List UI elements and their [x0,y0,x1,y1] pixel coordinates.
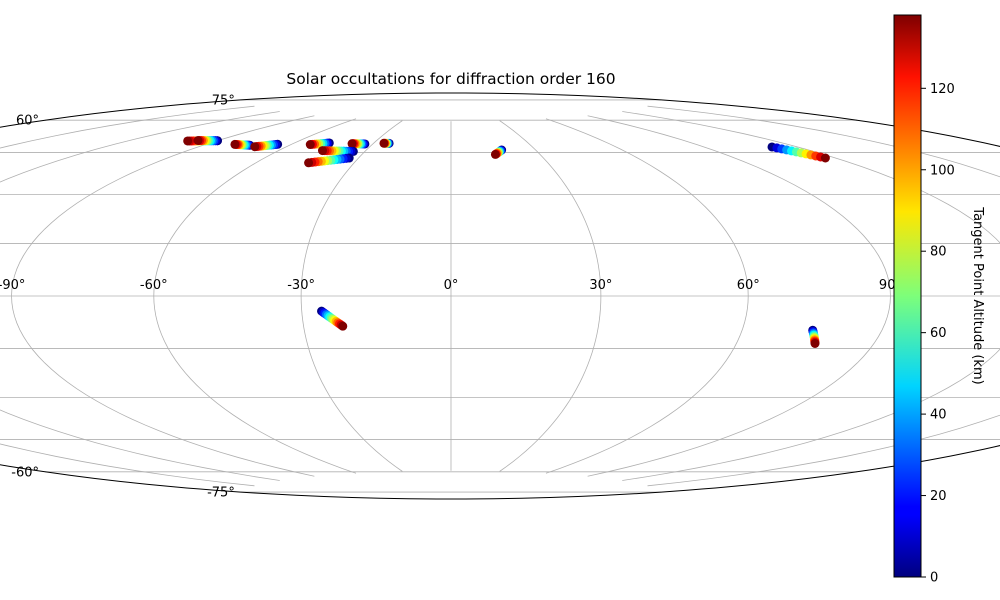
grid-meridian [622,111,1000,481]
longitude-tick-label: -90° [0,278,25,293]
longitude-tick-label: 30° [589,278,612,293]
latitude-tick-labels: 75°60°45°30°15°0°-15°-30°-45°-60°-75° [11,93,235,501]
colorbar-tick-label: 80 [930,245,947,260]
grid-meridian [499,120,602,472]
colorbar-tick-label: 100 [930,163,955,178]
grid-meridian [545,118,749,474]
colorbar [893,14,922,578]
occultation-point [379,138,389,148]
occultation-point [338,321,348,331]
latitude-tick-label: 60° [16,114,39,129]
latitude-tick-label: -60° [11,465,39,480]
colorbar-ticks: 0 20 40 60 80 100 120 [921,82,955,586]
latitude-tick-label: -75° [207,486,235,501]
grid-meridian [0,111,280,481]
grid-meridian [300,120,403,472]
colorbar-tick-label: 0 [930,571,938,586]
occultation-point [305,140,315,150]
grid-meridian [11,115,315,477]
grid-meridian [587,115,891,477]
scatter-points [183,136,830,348]
longitude-tick-label: 60° [737,278,760,293]
colorbar-tick-label: 40 [930,408,947,423]
latitude-tick-label: 75° [212,93,235,108]
longitude-tick-label: -30° [287,278,315,293]
colorbar-tick-label: 120 [930,82,955,97]
colorbar-label: Tangent Point Altitude (km) [970,206,985,384]
map-boundary [0,92,1000,500]
map-graticule [0,99,1000,493]
longitude-tick-label: -60° [140,278,168,293]
grid-meridian [153,118,357,474]
colorbar-tick-label: 60 [930,326,947,341]
occultation-point [810,339,820,348]
occultation-point [230,139,240,149]
occultation-point [304,158,314,168]
occultation-point [183,136,193,146]
occultation-point [490,149,500,159]
occultation-point [347,139,357,149]
occultation-point [318,146,327,156]
occultation-point [193,136,203,145]
occultation-point [250,142,260,152]
colorbar-tick-label: 20 [930,489,947,504]
chart-title: Solar occultations for diffraction order… [286,70,615,88]
longitude-tick-labels: -150°-120°-90°-60°-30°0°30°60°90°120°150… [0,278,902,293]
occultation-point [820,153,830,163]
longitude-tick-label: 0° [444,278,459,293]
